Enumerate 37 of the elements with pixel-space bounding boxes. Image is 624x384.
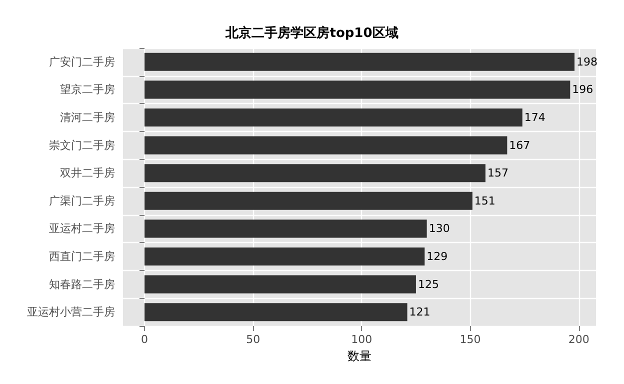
bar xyxy=(144,52,574,71)
data-label: 196 xyxy=(572,83,594,96)
x-tick-label: 150 xyxy=(460,333,481,346)
bar xyxy=(144,275,416,294)
data-label: 198 xyxy=(576,55,598,68)
bar xyxy=(144,192,472,210)
x-tick-label: 100 xyxy=(351,333,372,346)
y-tick-label: 望京二手房 xyxy=(60,83,115,96)
chart-title: 北京二手房学区房top10区域 xyxy=(224,25,398,41)
y-tick-label: 双井二手房 xyxy=(60,166,115,180)
data-label: 157 xyxy=(487,166,508,180)
data-label: 121 xyxy=(409,306,430,319)
y-tick-label: 知春路二手房 xyxy=(49,278,115,291)
bar xyxy=(144,220,427,238)
data-label: 129 xyxy=(426,250,448,263)
bar xyxy=(144,80,570,99)
y-tick-label: 广安门二手房 xyxy=(49,55,115,68)
y-tick-label: 崇文门二手房 xyxy=(49,138,115,152)
bar xyxy=(144,303,408,322)
y-tick-label: 清河二手房 xyxy=(60,111,115,124)
x-tick-label: 0 xyxy=(141,333,148,346)
data-label: 174 xyxy=(524,111,546,124)
y-tick-label: 亚运村二手房 xyxy=(49,222,115,236)
y-tick-label: 广渠门二手房 xyxy=(49,194,115,208)
bar xyxy=(144,164,486,182)
x-tick-label: 200 xyxy=(568,333,590,346)
data-label: 125 xyxy=(418,278,439,291)
data-label: 130 xyxy=(428,222,450,236)
y-tick-label: 西直门二手房 xyxy=(49,250,115,263)
data-label: 167 xyxy=(509,138,530,152)
y-tick-label: 亚运村小营二手房 xyxy=(27,306,115,319)
bar xyxy=(144,136,508,154)
bar xyxy=(144,108,522,127)
x-tick-label: 50 xyxy=(246,333,260,346)
x-axis-title: 数量 xyxy=(348,348,372,363)
data-label: 151 xyxy=(474,194,496,208)
bar xyxy=(144,247,425,266)
